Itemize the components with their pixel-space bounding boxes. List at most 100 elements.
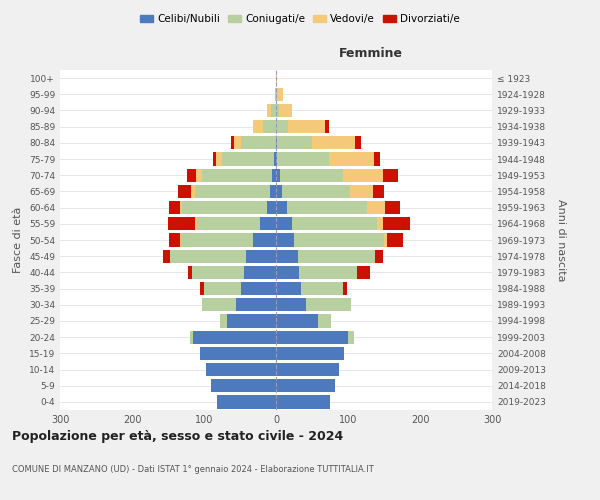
Bar — [168, 217, 196, 230]
Bar — [355, 136, 361, 149]
Bar — [276, 217, 292, 230]
Bar — [276, 396, 330, 408]
Bar — [276, 330, 348, 344]
Bar — [348, 330, 354, 344]
Bar — [181, 234, 253, 246]
Bar — [191, 185, 194, 198]
Bar — [196, 168, 202, 182]
Bar — [287, 120, 325, 134]
Bar — [163, 250, 170, 263]
Bar — [268, 201, 276, 214]
Bar — [373, 185, 384, 198]
Bar — [276, 266, 299, 279]
Bar — [279, 104, 292, 117]
Bar — [374, 152, 380, 166]
Bar — [276, 168, 280, 182]
Bar — [384, 234, 387, 246]
Bar — [230, 136, 234, 149]
Y-axis label: Anni di nascita: Anni di nascita — [556, 198, 566, 281]
Bar — [236, 298, 276, 312]
Bar — [287, 201, 367, 214]
Bar — [276, 346, 344, 360]
Text: COMUNE DI MANZANO (UD) - Dati ISTAT 1° gennaio 2024 - Elaborazione TUTTITALIA.IT: COMUNE DI MANZANO (UD) - Dati ISTAT 1° g… — [12, 465, 374, 474]
Bar — [241, 136, 276, 149]
Bar — [211, 379, 276, 392]
Bar — [276, 314, 318, 328]
Bar — [222, 152, 274, 166]
Bar — [202, 298, 236, 312]
Bar — [329, 152, 374, 166]
Bar — [212, 152, 216, 166]
Bar — [276, 282, 301, 295]
Bar — [196, 217, 197, 230]
Bar — [246, 250, 276, 263]
Bar — [276, 136, 277, 149]
Bar — [274, 152, 276, 166]
Bar — [277, 152, 329, 166]
Bar — [170, 250, 246, 263]
Bar — [294, 234, 384, 246]
Bar — [194, 185, 270, 198]
Bar — [253, 234, 276, 246]
Bar — [260, 217, 276, 230]
Bar — [276, 72, 277, 85]
Bar — [197, 217, 260, 230]
Bar — [202, 168, 272, 182]
Bar — [276, 88, 277, 101]
Bar — [179, 234, 181, 246]
Bar — [169, 201, 179, 214]
Bar — [200, 346, 276, 360]
Bar — [275, 88, 276, 101]
Bar — [268, 104, 271, 117]
Y-axis label: Fasce di età: Fasce di età — [13, 207, 23, 273]
Bar — [276, 152, 277, 166]
Bar — [376, 250, 383, 263]
Bar — [188, 266, 192, 279]
Bar — [292, 217, 377, 230]
Bar — [272, 168, 276, 182]
Bar — [192, 266, 244, 279]
Bar — [270, 185, 276, 198]
Bar — [318, 314, 331, 328]
Bar — [276, 298, 306, 312]
Bar — [276, 379, 335, 392]
Bar — [325, 120, 329, 134]
Bar — [217, 396, 276, 408]
Bar — [298, 250, 376, 263]
Bar — [367, 201, 385, 214]
Bar — [227, 314, 276, 328]
Bar — [190, 330, 193, 344]
Bar — [178, 185, 191, 198]
Bar — [280, 168, 343, 182]
Bar — [241, 282, 276, 295]
Bar — [276, 363, 340, 376]
Bar — [350, 185, 373, 198]
Bar — [343, 168, 383, 182]
Bar — [306, 298, 351, 312]
Bar — [277, 88, 283, 101]
Bar — [200, 282, 204, 295]
Bar — [271, 104, 276, 117]
Bar — [263, 120, 276, 134]
Bar — [282, 185, 350, 198]
Text: Popolazione per età, sesso e stato civile - 2024: Popolazione per età, sesso e stato civil… — [12, 430, 343, 443]
Bar — [343, 282, 347, 295]
Text: Femmine: Femmine — [339, 47, 403, 60]
Bar — [385, 201, 400, 214]
Bar — [187, 168, 196, 182]
Bar — [383, 217, 410, 230]
Bar — [377, 217, 383, 230]
Bar — [179, 201, 182, 214]
Bar — [276, 250, 298, 263]
Bar — [253, 120, 263, 134]
Bar — [220, 314, 227, 328]
Bar — [387, 234, 403, 246]
Bar — [276, 104, 279, 117]
Bar — [182, 201, 268, 214]
Bar — [244, 266, 276, 279]
Bar — [204, 282, 241, 295]
Bar — [383, 168, 398, 182]
Bar — [301, 282, 343, 295]
Bar — [276, 234, 294, 246]
Bar — [276, 120, 287, 134]
